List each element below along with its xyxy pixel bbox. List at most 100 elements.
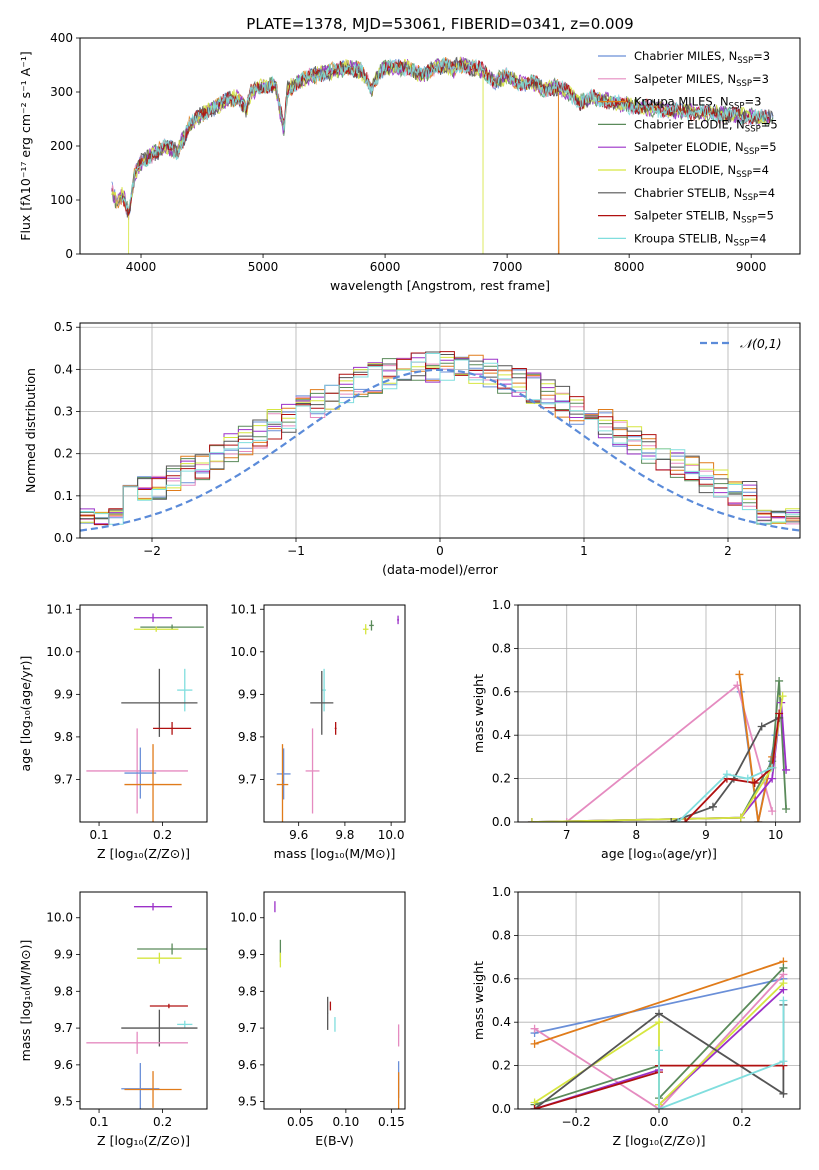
x-tick-label: 9.6	[289, 828, 308, 842]
errorbar-point	[149, 1003, 188, 1009]
x-tick-label: 0.10	[333, 1115, 360, 1129]
y-tick-label: 9.5	[238, 1095, 257, 1109]
x-tick-label: 8000	[614, 260, 645, 274]
x-tick-label: −2	[143, 544, 161, 558]
x-tick-label: 0.2	[153, 828, 172, 842]
plot-area	[86, 613, 204, 822]
x-tick-label: 9	[702, 828, 710, 842]
x-tick-label: 0	[436, 544, 444, 558]
errorbar-point	[133, 613, 173, 623]
x-tick-label: 6000	[370, 260, 401, 274]
marker	[768, 774, 777, 783]
marker	[754, 818, 763, 822]
errorbar-point	[86, 728, 188, 814]
x-tick-label: 9000	[736, 260, 767, 274]
marker	[562, 818, 571, 822]
series-kroupa-stelib	[658, 1000, 785, 1109]
y-tick-label: 9.7	[238, 1021, 257, 1035]
y-tick-label: 10.0	[230, 645, 257, 659]
plot-area	[527, 670, 791, 822]
axes-frame	[79, 891, 208, 1110]
y-tick-label: 9.9	[54, 948, 73, 962]
y-tick-label: 9.6	[238, 1058, 257, 1072]
chart-age_vs_Z: 0.1 0.2 9.7 9.8 9.9 10.0 10.1 Z [log₁₀(Z/Z⊙)] ag…	[18, 602, 208, 861]
marker	[708, 802, 717, 811]
y-tick-label: 0.5	[54, 320, 73, 334]
errorbar-point	[397, 1072, 400, 1109]
y-tick-label: 400	[50, 31, 73, 45]
x-tick-label: −0.2	[561, 1115, 590, 1129]
x-tick-label: 1	[580, 544, 588, 558]
x-tick-label: 7000	[492, 260, 523, 274]
y-tick-label: 0.4	[54, 362, 73, 376]
y-tick-label: 0.2	[54, 447, 73, 461]
series-salpeter-miles	[566, 683, 773, 822]
legend-entry: Salpeter MILES, NSSP=3	[634, 72, 769, 89]
x-tick-label: 0.1	[90, 828, 109, 842]
x-axis-label: Z [log₁₀(Z/Z⊙)]	[97, 1133, 190, 1148]
spectrum-series-kroupa-elodie	[111, 56, 768, 254]
errorbar-point	[305, 728, 320, 814]
axes-frame	[79, 604, 208, 823]
errorbar-point	[369, 620, 374, 631]
errorbar-point	[177, 1020, 193, 1029]
x-tick-label: 0.15	[378, 1115, 405, 1129]
x-axis-label: mass [log₁₀(M/M⊙)]	[274, 846, 396, 861]
chart-age_vs_mass: 9.6 9.8 10.0 9.7 9.8 9.9 10.0 10.1 mass [log₁₀(M…	[230, 602, 406, 861]
y-tick-label: 1.0	[492, 885, 511, 899]
series-kroupa-miles	[738, 674, 773, 822]
marker	[655, 1009, 663, 1018]
spectrum-series-kroupa-stelib	[121, 57, 768, 210]
marker	[530, 1024, 539, 1033]
y-tick-label: 0.4	[492, 1015, 511, 1029]
y-tick-label: 10.1	[230, 602, 257, 616]
y-axis-label: Flux [fλ10⁻¹⁷ erg cm⁻² s⁻¹ A⁻¹]	[18, 51, 33, 240]
plot-area	[86, 903, 207, 1109]
errorbar-point	[322, 668, 326, 712]
marker	[779, 1057, 788, 1066]
marker	[779, 979, 788, 988]
chart-mass_weight_vs_Z: −0.2 0.0 0.2 0.0 0.2 0.4 0.6 0.8 1.0 Z [log₁₀(Z/Z…	[471, 885, 801, 1148]
plot-area	[111, 56, 774, 254]
y-axis-label: mass [log₁₀(M/M⊙)]	[18, 940, 33, 1062]
marker	[527, 818, 536, 822]
marker	[681, 818, 690, 822]
figure-title: PLATE=1378, MJD=53061, FIBERID=0341, z=0…	[246, 15, 633, 33]
y-tick-label: 1.0	[492, 598, 511, 612]
series-salpeter-stelib	[684, 713, 780, 822]
axes-frame	[263, 891, 406, 1110]
series-chabrier-miles	[534, 977, 784, 1034]
errorbar-point	[177, 668, 193, 712]
errorbar-point	[124, 744, 182, 822]
legend-entry: 𝒩(0,1)	[740, 336, 782, 351]
legend-entry: Salpeter ELODIE, NSSP=5	[634, 140, 777, 157]
plot-area	[80, 351, 800, 538]
y-tick-label: 0.3	[54, 405, 73, 419]
marker	[530, 1039, 539, 1048]
marker	[779, 1089, 788, 1098]
errorbar-point	[334, 722, 337, 735]
y-tick-label: 9.8	[238, 984, 257, 998]
y-tick-label: 9.9	[238, 948, 257, 962]
errorbar-point	[133, 626, 179, 632]
marker	[655, 1105, 663, 1109]
x-tick-label: 10	[768, 828, 783, 842]
chart-mass_vs_Z: 0.1 0.2 9.5 9.6 9.7 9.8 9.9 10.0 Z [log₁₀(Z/Z⊙)]…	[18, 891, 208, 1148]
x-axis-label: E(B-V)	[315, 1133, 354, 1148]
x-tick-label: 0.2	[732, 1115, 751, 1129]
series-kroupa-stelib	[677, 766, 773, 822]
legend-entry: Kroupa STELIB, NSSP=4	[634, 231, 766, 248]
marker	[530, 1105, 539, 1109]
chart-mass_vs_ebv: 0.05 0.10 0.15 9.5 9.6 9.7 9.8 9.9 10.0 E(B-V)	[230, 891, 406, 1148]
marker	[743, 774, 752, 783]
y-tick-label: 0.4	[492, 728, 511, 742]
marker	[782, 765, 791, 774]
errorbar-point	[86, 1031, 188, 1054]
marker	[757, 722, 766, 731]
marker	[768, 807, 777, 816]
series-kroupa-miles	[534, 960, 784, 1045]
x-axis-label: age [log₁₀(age/yr)]	[601, 846, 717, 861]
errorbar-point	[124, 1071, 182, 1108]
errorbar-point	[397, 615, 399, 625]
y-tick-label: 9.7	[54, 1021, 73, 1035]
